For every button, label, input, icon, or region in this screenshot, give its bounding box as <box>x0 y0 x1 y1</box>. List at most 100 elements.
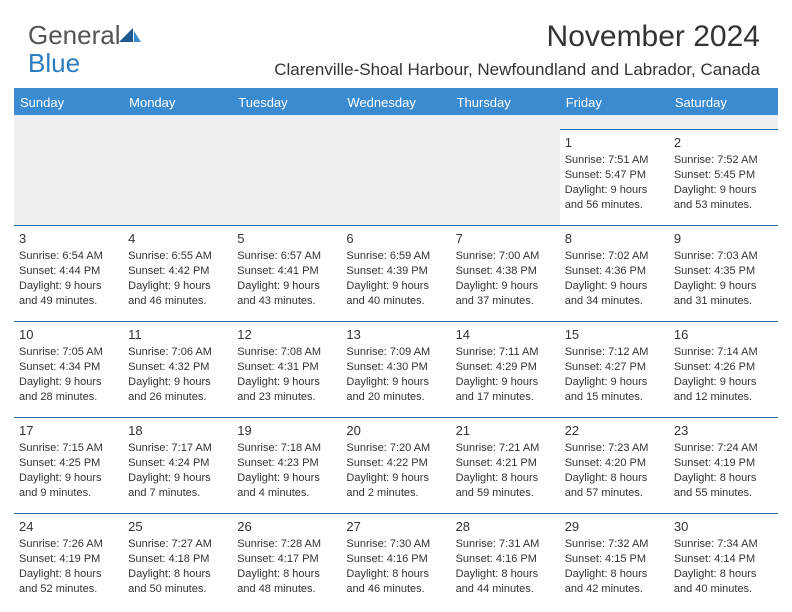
day-detail-line: Daylight: 9 hours <box>128 279 227 294</box>
day-cell: 13Sunrise: 7:09 AMSunset: 4:30 PMDayligh… <box>341 321 450 417</box>
day-cell <box>232 129 341 225</box>
day-detail-line: Sunrise: 6:57 AM <box>237 249 336 264</box>
day-detail-line: Daylight: 9 hours <box>19 375 118 390</box>
calendar-body: 1Sunrise: 7:51 AMSunset: 5:47 PMDaylight… <box>14 115 778 609</box>
day-detail-line: Sunrise: 7:17 AM <box>128 441 227 456</box>
week-row: 17Sunrise: 7:15 AMSunset: 4:25 PM Dayligh… <box>14 417 778 513</box>
day-detail-line: and 40 minutes. <box>674 582 773 597</box>
day-detail-line: Daylight: 9 hours <box>346 471 445 486</box>
day-detail-line: Daylight: 8 hours <box>674 471 773 486</box>
day-detail-line: and 46 minutes. <box>128 294 227 309</box>
day-cell: 11Sunrise: 7:06 AMSunset: 4:32 PMDayligh… <box>123 321 232 417</box>
day-detail-line: Sunset: 4:19 PM <box>19 552 118 567</box>
day-number: 26 <box>237 518 336 536</box>
day-number: 3 <box>19 230 118 248</box>
day-cell: 24Sunrise: 7:26 AMSunset: 4:19 PMDayligh… <box>14 513 123 609</box>
weekday-header: Tuesday <box>232 89 341 115</box>
weekday-header: Monday <box>123 89 232 115</box>
day-detail-line: and 23 minutes. <box>237 390 336 405</box>
day-detail-line: Sunrise: 6:55 AM <box>128 249 227 264</box>
logo-sail-icon <box>119 24 141 50</box>
day-detail-line: and 28 minutes. <box>19 390 118 405</box>
day-number: 18 <box>128 422 227 440</box>
day-cell: 22Sunrise: 7:23 AMSunset: 4:20 PMDayligh… <box>560 417 669 513</box>
day-detail-line: Sunrise: 7:26 AM <box>19 537 118 552</box>
day-number: 28 <box>456 518 555 536</box>
day-detail-line: and 49 minutes. <box>19 294 118 309</box>
day-detail-line: Daylight: 9 hours <box>674 183 773 198</box>
day-number: 4 <box>128 230 227 248</box>
day-cell: 23Sunrise: 7:24 AMSunset: 4:19 PMDayligh… <box>669 417 778 513</box>
day-detail-line: Daylight: 9 hours <box>565 279 664 294</box>
day-cell <box>14 129 123 225</box>
day-detail-line: Daylight: 9 hours <box>346 375 445 390</box>
day-number: 20 <box>346 422 445 440</box>
day-cell: 15Sunrise: 7:12 AMSunset: 4:27 PMDayligh… <box>560 321 669 417</box>
day-detail-line: Sunrise: 7:05 AM <box>19 345 118 360</box>
day-detail-line: Sunset: 4:16 PM <box>456 552 555 567</box>
day-number: 30 <box>674 518 773 536</box>
day-detail-line: Sunrise: 7:00 AM <box>456 249 555 264</box>
day-detail-line: Sunset: 4:25 PM <box>19 456 118 471</box>
day-cell: 20Sunrise: 7:20 AMSunset: 4:22 PMDayligh… <box>341 417 450 513</box>
day-number: 5 <box>237 230 336 248</box>
day-cell: 5Sunrise: 6:57 AMSunset: 4:41 PMDaylight… <box>232 225 341 321</box>
day-cell <box>451 129 560 225</box>
day-detail-line: and 4 minutes. <box>237 486 336 501</box>
day-number: 27 <box>346 518 445 536</box>
day-detail-line: Sunset: 4:19 PM <box>674 456 773 471</box>
day-detail-line: Daylight: 9 hours <box>237 375 336 390</box>
weekday-header: Wednesday <box>341 89 450 115</box>
day-detail-line: Sunset: 4:30 PM <box>346 360 445 375</box>
day-cell: 10Sunrise: 7:05 AMSunset: 4:34 PMDayligh… <box>14 321 123 417</box>
day-detail-line: and 12 minutes. <box>674 390 773 405</box>
day-detail-line: Daylight: 8 hours <box>565 471 664 486</box>
day-detail-line: Sunset: 4:23 PM <box>237 456 336 471</box>
day-detail-line: Daylight: 9 hours <box>128 375 227 390</box>
calendar-table: Sunday Monday Tuesday Wednesday Thursday… <box>14 88 778 609</box>
week-row: 3Sunrise: 6:54 AMSunset: 4:44 PMDaylight… <box>14 225 778 321</box>
day-detail-line: Daylight: 8 hours <box>128 567 227 582</box>
day-cell: 27Sunrise: 7:30 AMSunset: 4:16 PMDayligh… <box>341 513 450 609</box>
day-detail-line: Daylight: 9 hours <box>237 471 336 486</box>
week-row: 10Sunrise: 7:05 AMSunset: 4:34 PMDayligh… <box>14 321 778 417</box>
day-number: 22 <box>565 422 664 440</box>
day-number: 23 <box>674 422 773 440</box>
day-detail-line: Sunset: 4:32 PM <box>128 360 227 375</box>
day-cell: 21Sunrise: 7:21 AMSunset: 4:21 PMDayligh… <box>451 417 560 513</box>
day-number: 10 <box>19 326 118 344</box>
day-detail-line: and 26 minutes. <box>128 390 227 405</box>
day-detail-line: and 2 minutes. <box>346 486 445 501</box>
day-detail-line: Sunset: 4:17 PM <box>237 552 336 567</box>
day-cell <box>341 129 450 225</box>
day-detail-line: Sunset: 4:21 PM <box>456 456 555 471</box>
day-detail-line: Sunrise: 7:03 AM <box>674 249 773 264</box>
day-number: 25 <box>128 518 227 536</box>
day-detail-line: Sunrise: 6:59 AM <box>346 249 445 264</box>
day-cell: 26Sunrise: 7:28 AMSunset: 4:17 PMDayligh… <box>232 513 341 609</box>
day-number: 14 <box>456 326 555 344</box>
day-cell: 7Sunrise: 7:00 AMSunset: 4:38 PMDaylight… <box>451 225 560 321</box>
day-detail-line: Daylight: 8 hours <box>674 567 773 582</box>
day-detail-line: Sunrise: 7:15 AM <box>19 441 118 456</box>
brand-logo: General Blue <box>28 22 141 76</box>
day-detail-line: Daylight: 9 hours <box>674 375 773 390</box>
day-number: 21 <box>456 422 555 440</box>
weekday-header: Thursday <box>451 89 560 115</box>
day-detail-line: and 50 minutes. <box>128 582 227 597</box>
day-number: 11 <box>128 326 227 344</box>
day-cell: 4Sunrise: 6:55 AMSunset: 4:42 PMDaylight… <box>123 225 232 321</box>
day-detail-line: Daylight: 8 hours <box>237 567 336 582</box>
day-detail-line: Sunrise: 7:34 AM <box>674 537 773 552</box>
page-title: November 2024 <box>547 20 760 54</box>
day-detail-line: Sunset: 4:15 PM <box>565 552 664 567</box>
day-detail-line: Sunset: 5:47 PM <box>565 168 664 183</box>
day-detail-line: Daylight: 8 hours <box>346 567 445 582</box>
day-detail-line: Sunset: 4:18 PM <box>128 552 227 567</box>
day-detail-line: and 53 minutes. <box>674 198 773 213</box>
day-cell: 3Sunrise: 6:54 AMSunset: 4:44 PMDaylight… <box>14 225 123 321</box>
day-detail-line: and 46 minutes. <box>346 582 445 597</box>
day-number: 17 <box>19 422 118 440</box>
day-cell <box>123 129 232 225</box>
day-cell: 14Sunrise: 7:11 AMSunset: 4:29 PMDayligh… <box>451 321 560 417</box>
